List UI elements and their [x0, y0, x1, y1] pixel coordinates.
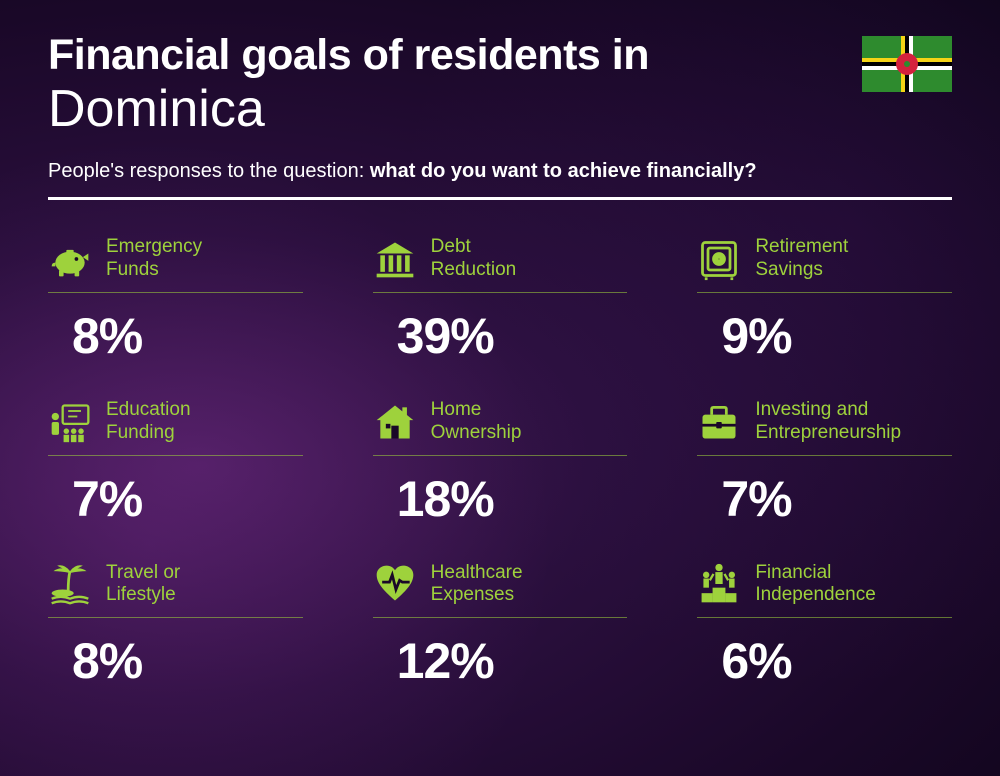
house-icon	[373, 400, 417, 444]
stat-value: 8%	[72, 307, 303, 365]
stat-label: EducationFunding	[106, 399, 191, 445]
stat-financial-independence: FinancialIndependence 6%	[697, 562, 952, 691]
stat-label: EmergencyFunds	[106, 236, 202, 282]
stat-education-funding: EducationFunding 7%	[48, 399, 303, 528]
stat-home-ownership: HomeOwnership 18%	[373, 399, 628, 528]
stat-investing-entrepreneurship: Investing andEntrepreneurship 7%	[697, 399, 952, 528]
stat-value: 12%	[397, 632, 628, 690]
safe-icon	[697, 237, 741, 281]
subtitle-question: what do you want to achieve financially?	[370, 160, 757, 182]
stat-debt-reduction: DebtReduction 39%	[373, 236, 628, 365]
heart-pulse-icon	[373, 562, 417, 606]
stat-label: Investing andEntrepreneurship	[755, 399, 901, 445]
piggy-bank-icon	[48, 237, 92, 281]
palm-icon	[48, 562, 92, 606]
stat-value: 7%	[721, 470, 952, 528]
subtitle-prefix: People's responses to the question:	[48, 160, 370, 182]
stat-healthcare-expenses: HealthcareExpenses 12%	[373, 562, 628, 691]
stat-value: 6%	[721, 632, 952, 690]
flag-dominica	[862, 36, 952, 92]
stat-value: 7%	[72, 470, 303, 528]
stat-value: 8%	[72, 632, 303, 690]
stat-label: HomeOwnership	[431, 399, 522, 445]
stat-travel-lifestyle: Travel orLifestyle 8%	[48, 562, 303, 691]
stat-label: FinancialIndependence	[755, 562, 875, 608]
divider-main	[48, 197, 952, 200]
title-line1: Financial goals of residents in	[48, 32, 952, 79]
stat-label: Travel orLifestyle	[106, 562, 180, 608]
stats-grid: EmergencyFunds 8% DebtReduction 39%	[48, 236, 952, 690]
header: Financial goals of residents in Dominica…	[48, 32, 952, 200]
title-country: Dominica	[48, 81, 952, 138]
education-icon	[48, 400, 92, 444]
stat-retirement-savings: RetirementSavings 9%	[697, 236, 952, 365]
stat-value: 39%	[397, 307, 628, 365]
podium-icon	[697, 562, 741, 606]
bank-icon	[373, 237, 417, 281]
stat-value: 9%	[721, 307, 952, 365]
briefcase-icon	[697, 400, 741, 444]
stat-label: RetirementSavings	[755, 236, 848, 282]
stat-emergency-funds: EmergencyFunds 8%	[48, 236, 303, 365]
stat-label: HealthcareExpenses	[431, 562, 523, 608]
subtitle: People's responses to the question: what…	[48, 160, 952, 183]
stat-value: 18%	[397, 470, 628, 528]
stat-label: DebtReduction	[431, 236, 517, 282]
